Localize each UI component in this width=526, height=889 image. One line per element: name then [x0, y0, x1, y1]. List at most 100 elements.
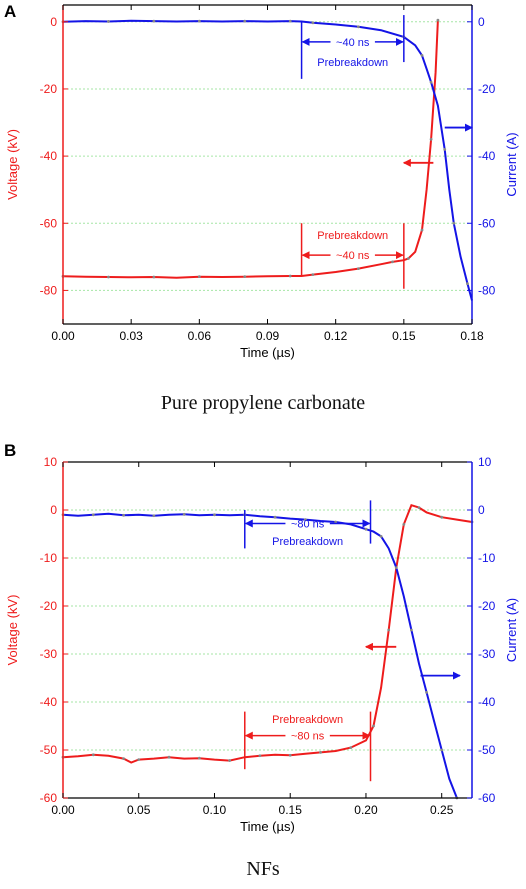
panel-a-x-tick-label-0: 0.00: [51, 329, 75, 343]
panel-a-current-point-10: [288, 19, 292, 23]
panel-a-current-point-12: [311, 21, 315, 25]
panel-a-y2-tick-label-3: -60: [478, 216, 496, 230]
panel-b-y-tick-label-0: 10: [44, 455, 58, 469]
panel-a-current-point-14: [356, 25, 360, 29]
panel-b-voltage-point-24: [387, 628, 391, 632]
panel-b-voltage-point-26: [402, 523, 406, 526]
panel-a-current-point-6: [197, 19, 201, 23]
panel-b-y-tick-label-7: -60: [40, 791, 58, 805]
panel-b-current-point-30: [440, 748, 444, 752]
panel-b-y-tick-label-5: -40: [40, 695, 58, 709]
panel-b-voltage-point-18: [319, 751, 322, 754]
panel-a-current-series-line: [62, 19, 473, 301]
panel-b-voltage-point-22: [372, 724, 375, 728]
panel-a-voltage-point-4: [152, 275, 156, 279]
panel-a-red-prebreakdown-label: Prebreakdown: [317, 230, 388, 242]
panel-b-x-tick-label-5: 0.25: [430, 803, 454, 817]
panel-a-y2-tick-label-1: -20: [478, 82, 496, 96]
panel-a-x-tick-label-3: 0.09: [256, 329, 280, 343]
panel-b-y-tick-label-6: -50: [40, 743, 58, 757]
panel-a-y2-tick-label-4: -80: [478, 283, 496, 297]
panel-a-x-tick-label-6: 0.18: [460, 329, 484, 343]
panel-a-voltage-point-16: [391, 260, 394, 264]
panel-b-voltage-point-12: [228, 759, 232, 762]
panel-b-blue-duration-label: ~80 ns: [291, 518, 325, 530]
chart-panel-a: 0.00 0.03 0.06 0.09 0.12 0.15 0.18 0 -20 -40 -60 -8…: [5, 4, 519, 360]
panel-a-y-tick-label-0: 0: [50, 15, 57, 29]
panel-b-y-tick-label-4: -30: [40, 647, 58, 661]
panel-a-voltage-point-6: [197, 275, 201, 279]
panel-a-current-point-18: [420, 53, 424, 57]
panel-b-current-point-2: [91, 513, 95, 517]
panel-a-current-point-2: [107, 20, 110, 23]
panel-b-current-point-8: [182, 512, 186, 516]
panel-a-current-point-24: [452, 221, 456, 225]
chart-panel-b: 0.00 0.05 0.10 0.15 0.20 0.25 10 0 -10 -20 -30 -40 -…: [5, 455, 519, 834]
panel-a-voltage-point-2: [107, 275, 110, 279]
panel-a-current-point-20: [429, 80, 433, 84]
panel-a-y-tick-label-4: -80: [40, 283, 58, 297]
panel-a-y-axis-label: Voltage (kV): [5, 129, 20, 200]
panel-a-y2-axis-label: Current (A): [504, 132, 519, 196]
panel-b-voltage-point-28: [417, 506, 421, 509]
panel-b-x-tick-label-1: 0.05: [127, 803, 151, 817]
panel-b-current-point-16: [303, 518, 307, 521]
panel-b-current-point-20: [364, 527, 368, 531]
panel-b-voltage-point-8: [167, 755, 171, 759]
panel-b-y2-tick-label-2: -10: [478, 551, 496, 565]
panel-a-red-duration-label: ~40 ns: [336, 250, 370, 262]
panel-b-voltage-point-16: [288, 753, 292, 757]
panel-b-voltage-point-6: [137, 758, 141, 761]
panel-a-current-point-4: [152, 19, 156, 23]
panel-a-voltage-point-14: [356, 267, 360, 270]
panel-a-voltage-point-12: [311, 273, 315, 277]
panel-label-b: B: [4, 441, 16, 460]
panel-a-voltage-point-18: [406, 257, 410, 260]
panel-b-y2-tick-label-6: -50: [478, 743, 496, 757]
panel-a-x-tick-label-2: 0.06: [188, 329, 212, 343]
panel-b-current-point-10: [213, 513, 216, 517]
panel-a-y2-tick-label-0: 0: [478, 15, 485, 29]
panel-a-current-point-22: [443, 147, 447, 151]
panel-b-voltage-point-30: [440, 515, 444, 519]
panel-a-y-tick-label-2: -40: [40, 149, 58, 163]
panel-a-x-tick-label-1: 0.03: [119, 329, 143, 343]
panel-b-voltage-point-10: [197, 756, 201, 760]
panel-b-y2-tick-label-0: 10: [478, 455, 492, 469]
panel-a-current-point-26: [466, 282, 469, 286]
panel-b-y2-tick-label-4: -30: [478, 647, 496, 661]
panel-b-x-axis-label: Time (µs): [240, 819, 295, 834]
panel-b-voltage-series-line: [62, 503, 473, 764]
panel-a-voltage-point-10: [288, 274, 292, 278]
panel-b-blue-prebreakdown-label: Prebreakdown: [272, 536, 343, 548]
panel-b-y-axis-label: Voltage (kV): [5, 595, 20, 666]
panel-a-x-tick-label-5: 0.15: [392, 329, 416, 343]
panel-b-red-duration-label: ~80 ns: [291, 731, 325, 743]
panel-b-current-point-24: [394, 566, 398, 569]
panel-b-y2-tick-label-1: 0: [478, 503, 485, 517]
panel-b-x-tick-label-3: 0.15: [279, 803, 303, 817]
panel-b-voltage-point-4: [122, 757, 125, 761]
panel-b-x-tick-label-0: 0.00: [51, 803, 75, 817]
panel-a-x-axis-label: Time (µs): [240, 345, 295, 360]
caption-nfs: NFs: [246, 858, 280, 880]
panel-a-voltage-point-20: [420, 228, 424, 232]
panel-a-voltage-point-8: [243, 275, 247, 279]
panel-b-voltage-point-2: [91, 753, 95, 757]
panel-b-y2-tick-label-5: -40: [478, 695, 496, 709]
panel-b-current-point-22: [379, 535, 383, 538]
panel-a-y-tick-label-3: -60: [40, 216, 58, 230]
panel-a-voltage-point-24: [436, 18, 440, 22]
panel-b-current-point-26: [410, 628, 413, 632]
panel-a-y-tick-label-1: -20: [40, 82, 58, 96]
panel-a-current-point-8: [243, 19, 247, 23]
panel-a-y2-tick-label-2: -40: [478, 149, 496, 163]
caption-pure-propylene-carbonate: Pure propylene carbonate: [160, 392, 366, 414]
panel-b-voltage-point-14: [258, 754, 262, 758]
panel-b-y-tick-label-2: -10: [40, 551, 58, 565]
panel-b-red-prebreakdown-label: Prebreakdown: [272, 714, 343, 726]
panel-a-voltage-point-22: [429, 137, 433, 141]
panel-b-y2-tick-label-3: -20: [478, 599, 496, 613]
panel-b-y-tick-label-1: 0: [50, 503, 57, 517]
